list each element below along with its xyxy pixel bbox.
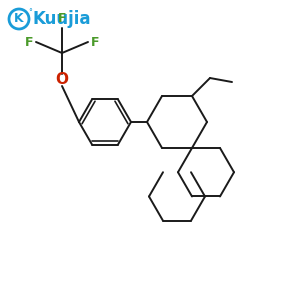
Text: K: K bbox=[14, 13, 24, 26]
Text: F: F bbox=[91, 35, 100, 49]
Text: O: O bbox=[56, 73, 68, 88]
Text: °: ° bbox=[28, 8, 32, 17]
Text: Kuujia: Kuujia bbox=[33, 10, 91, 28]
Text: F: F bbox=[58, 12, 66, 25]
Text: F: F bbox=[25, 35, 33, 49]
